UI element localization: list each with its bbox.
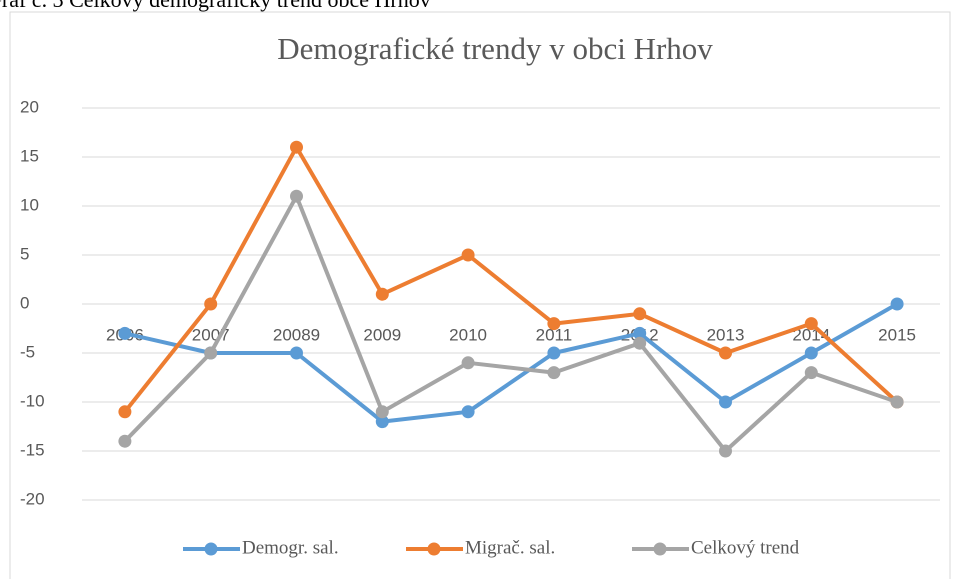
y-tick-label: -20 — [20, 489, 45, 508]
y-tick-label: 20 — [20, 97, 39, 116]
point — [461, 356, 475, 370]
point — [633, 336, 647, 350]
point — [804, 317, 818, 331]
point — [204, 346, 218, 360]
y-tick-label: 0 — [20, 293, 29, 312]
y-tick-label: 10 — [20, 195, 39, 214]
y-tick-label: -5 — [20, 342, 35, 361]
point — [719, 346, 732, 360]
point — [719, 395, 732, 409]
chart-title: Demografické trendy v obci Hrhov — [277, 31, 713, 66]
series-line — [123, 145, 899, 414]
point — [633, 326, 647, 340]
point — [804, 346, 818, 360]
point — [547, 346, 561, 360]
point — [547, 317, 561, 331]
x-tick-label: 2011 — [536, 325, 573, 344]
caption: Graf č. 3 Celkový demografický trend obc… — [0, 0, 431, 12]
point — [461, 248, 475, 262]
legend-label: Migrač. sal. — [465, 537, 555, 558]
y-tick-label: -15 — [20, 440, 45, 459]
x-tick-label: 2010 — [449, 325, 487, 344]
point — [461, 405, 475, 419]
y-tick-label: -10 — [20, 391, 45, 410]
point — [204, 297, 218, 311]
point — [118, 405, 132, 419]
series-line — [123, 194, 898, 453]
point — [890, 297, 904, 311]
x-tick-label: 2009 — [363, 325, 401, 344]
point — [375, 415, 389, 429]
point — [290, 189, 303, 203]
legend-marker — [427, 542, 441, 556]
point — [890, 395, 904, 409]
x-tick-label: 2013 — [707, 325, 745, 344]
point — [547, 366, 561, 380]
x-tick-label: 2015 — [878, 325, 916, 344]
point — [375, 287, 389, 301]
series-line — [124, 302, 899, 424]
point — [804, 366, 818, 380]
legend-marker — [204, 542, 218, 556]
legend-label: Demogr. sal. — [242, 537, 339, 558]
point — [290, 140, 303, 154]
point — [719, 444, 732, 458]
x-tick-label: 20089 — [273, 325, 320, 344]
point — [375, 405, 389, 419]
legend-label: Celkový trend — [691, 537, 800, 558]
y-tick-label: 15 — [20, 146, 39, 165]
point — [290, 346, 303, 360]
point — [633, 307, 647, 321]
legend-marker — [653, 542, 667, 556]
point — [118, 434, 132, 448]
point — [118, 326, 132, 340]
chart-frame — [9, 11, 951, 579]
y-tick-label: 5 — [20, 244, 29, 263]
